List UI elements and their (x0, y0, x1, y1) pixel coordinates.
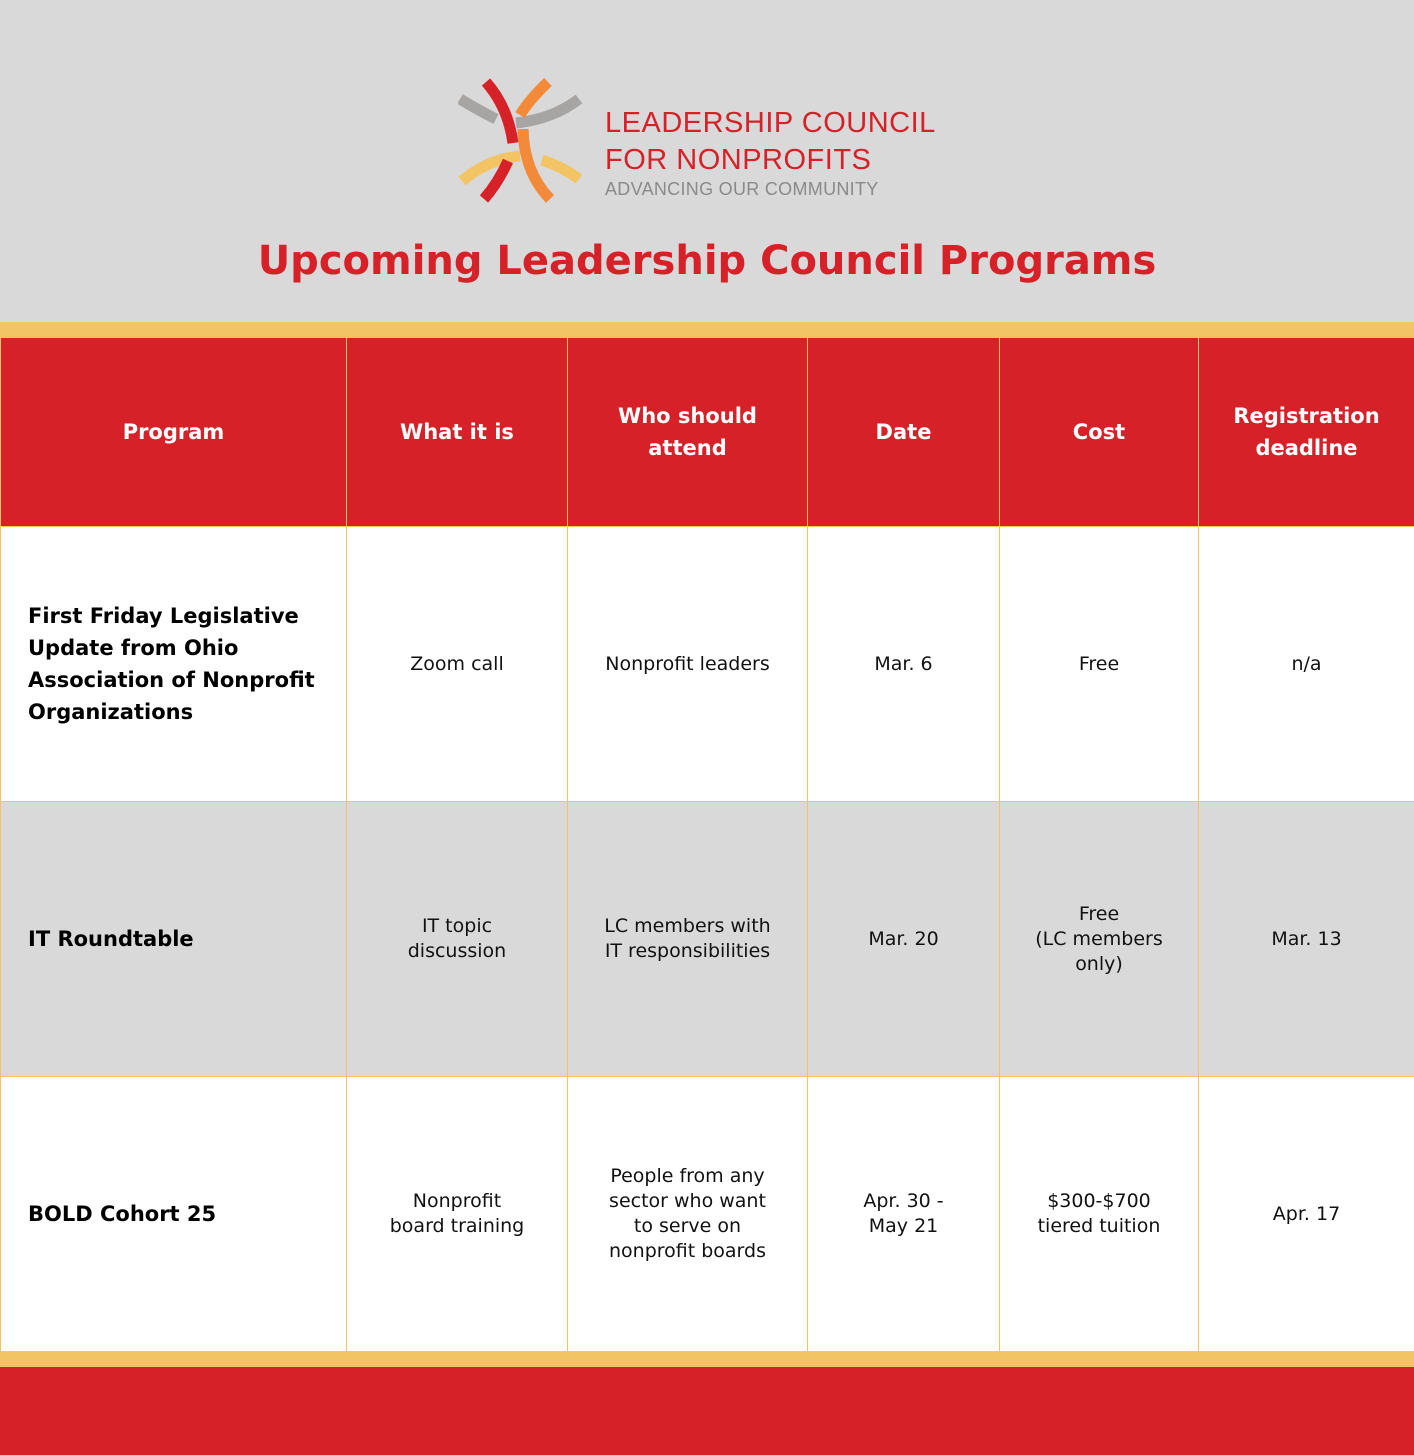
page-title: Upcoming Leadership Council Programs (257, 238, 1157, 284)
brand-line-2: FOR NONPROFITS (605, 144, 872, 176)
date-cell: Apr. 30 - May 21 (807, 1076, 1000, 1352)
deadline-cell: Mar. 13 (1198, 801, 1414, 1077)
program-cell: IT Roundtable (0, 801, 347, 1077)
programs-table: Program What it is Who should attend Dat… (0, 337, 1414, 1352)
header-program: Program (0, 337, 347, 527)
table-row: BOLD Cohort 25 Nonprofit board training … (0, 1076, 1414, 1352)
program-cell: First Friday Legislative Update from Ohi… (0, 526, 347, 802)
brand-name: LEADERSHIP COUNCIL FOR NONPROFITS ADVANC… (605, 105, 936, 200)
header-what: What it is (346, 337, 568, 527)
deadline-cell: Apr. 17 (1198, 1076, 1414, 1352)
cost-cell: $300-$700 tiered tuition (999, 1076, 1199, 1352)
cost-cell: Free (999, 526, 1199, 802)
date-cell: Mar. 20 (807, 801, 1000, 1077)
cost-cell: Free (LC members only) (999, 801, 1199, 1077)
what-cell: Nonprofit board training (346, 1076, 568, 1352)
header-row: Program What it is Who should attend Dat… (0, 337, 1414, 527)
who-cell: Nonprofit leaders (567, 526, 808, 802)
date-cell: Mar. 6 (807, 526, 1000, 802)
deadline-cell: n/a (1198, 526, 1414, 802)
table-row: First Friday Legislative Update from Ohi… (0, 526, 1414, 802)
brand-tagline: ADVANCING OUR COMMUNITY (605, 179, 879, 199)
who-cell: LC members with IT responsibilities (567, 801, 808, 1077)
header-cost: Cost (999, 337, 1199, 527)
table-row: IT Roundtable IT topic discussion LC mem… (0, 801, 1414, 1077)
what-cell: IT topic discussion (346, 801, 568, 1077)
program-cell: BOLD Cohort 25 (0, 1076, 347, 1352)
what-cell: Zoom call (346, 526, 568, 802)
header-deadline: Registration deadline (1198, 337, 1414, 527)
header-who: Who should attend (567, 337, 808, 527)
top-divider-band (0, 322, 1414, 337)
logo-icon (458, 78, 583, 203)
who-cell: People from any sector who want to serve… (567, 1076, 808, 1352)
header-date: Date (807, 337, 1000, 527)
footer-band (0, 1367, 1414, 1455)
brand-line-1: LEADERSHIP COUNCIL (605, 107, 936, 139)
bottom-divider-band (0, 1352, 1414, 1367)
